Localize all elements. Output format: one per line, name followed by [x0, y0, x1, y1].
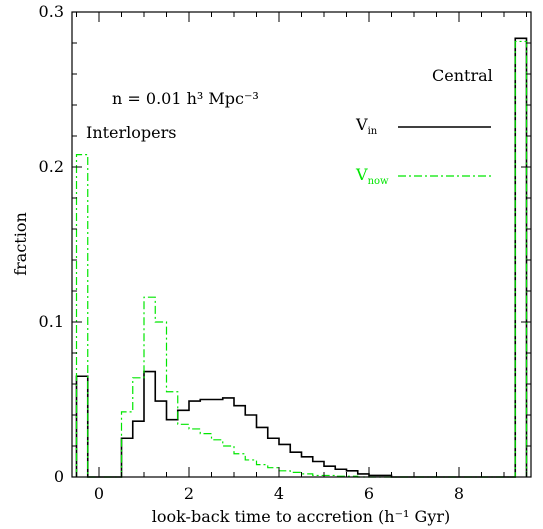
legend-label-vnow: Vnow — [355, 165, 389, 187]
central-annotation: Central — [432, 66, 493, 85]
y-tick-label: 0.3 — [39, 2, 64, 21]
legend-vnow-main: V — [355, 165, 368, 184]
interlopers-annotation: Interlopers — [86, 123, 177, 142]
y-tick-label: 0.1 — [39, 312, 64, 331]
legend: Vin Vnow — [355, 115, 491, 187]
legend-vin-main: V — [355, 115, 368, 134]
legend-label-vin: Vin — [355, 115, 378, 137]
legend-vnow-sub: now — [368, 176, 389, 187]
x-tick-label: 0 — [94, 484, 104, 503]
x-tick-label: 2 — [184, 484, 194, 503]
x-tick-label: 8 — [454, 484, 464, 503]
legend-vin-sub: in — [368, 126, 378, 137]
x-tick-label: 4 — [274, 484, 284, 503]
x-axis-label: look-back time to accretion (h⁻¹ Gyr) — [152, 507, 451, 526]
x-tick-label: 6 — [364, 484, 374, 503]
y-tick-label: 0.2 — [39, 157, 64, 176]
density-annotation: n = 0.01 h³ Mpc⁻³ — [112, 89, 259, 108]
tick-labels: 0 2 4 6 8 0 0.1 0.2 0.3 — [39, 2, 465, 503]
y-tick-label: 0 — [54, 467, 64, 486]
plot-frame — [71, 11, 532, 478]
y-axis-label: fraction — [11, 212, 30, 276]
